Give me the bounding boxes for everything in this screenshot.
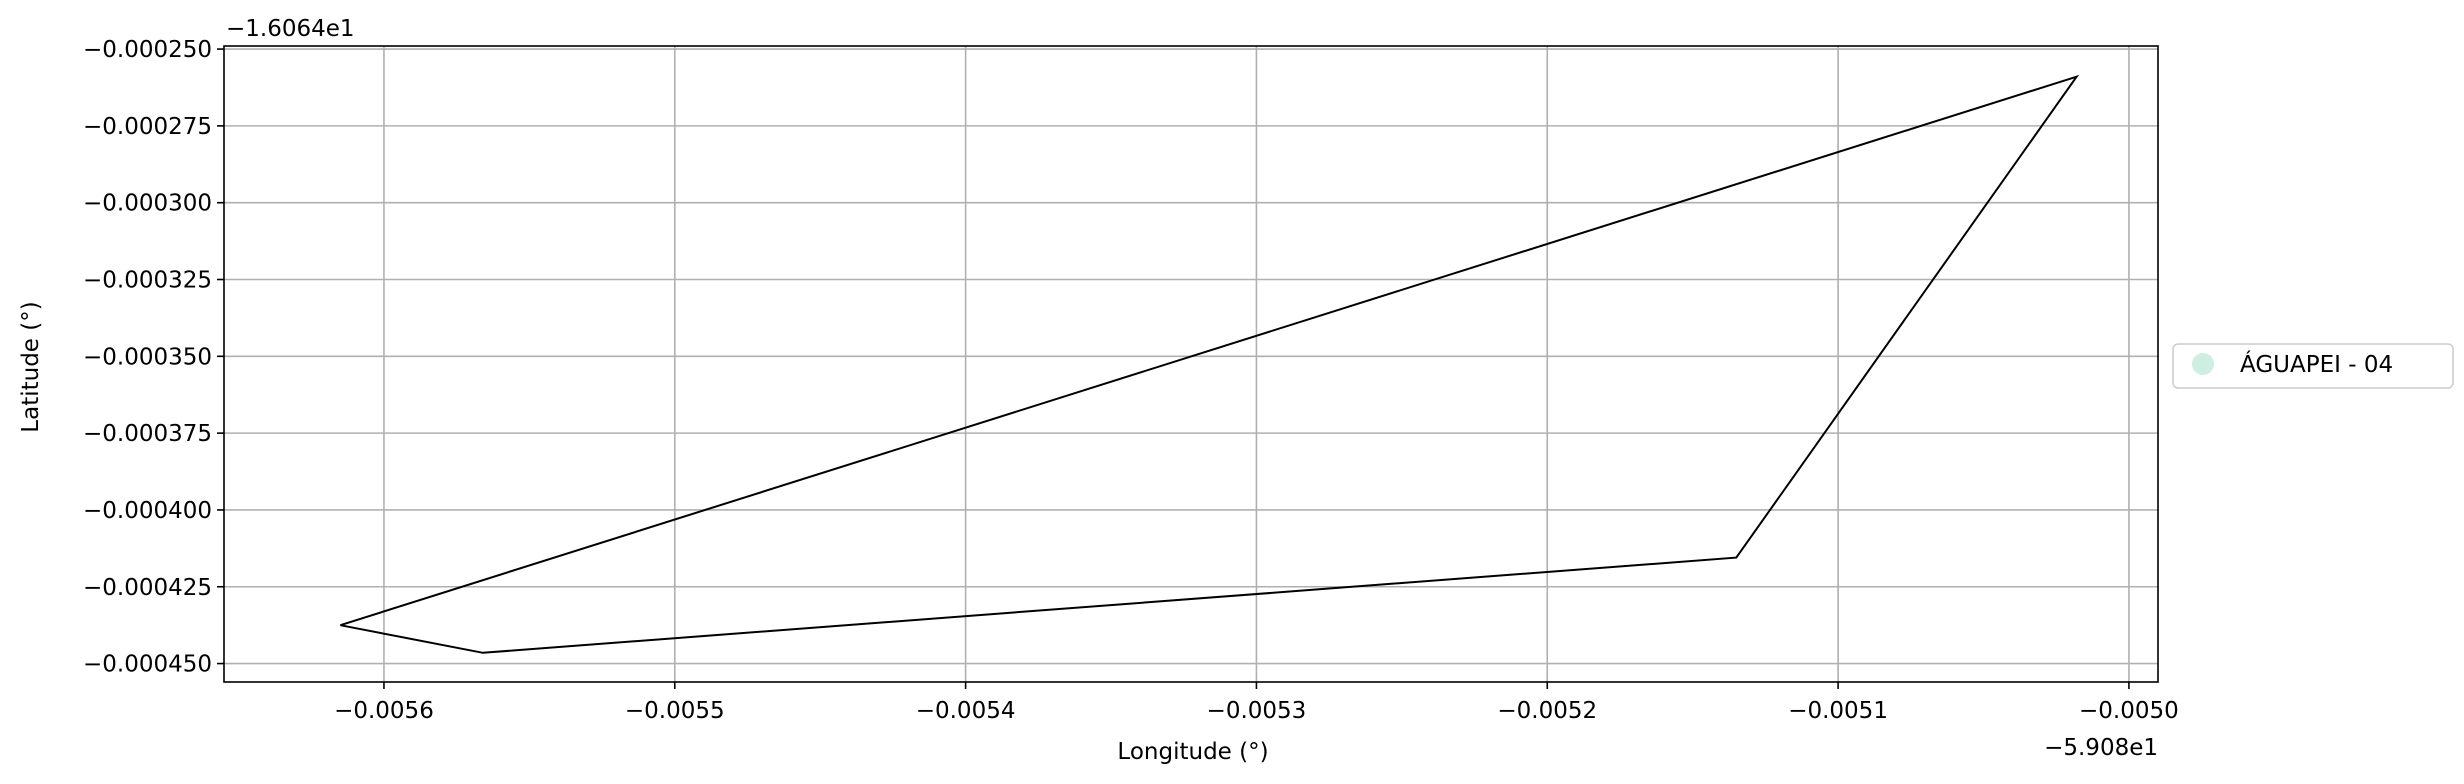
x-tick-label: −0.0052 xyxy=(1497,698,1597,724)
x-tick-label: −0.0056 xyxy=(334,698,434,724)
y-tick-label: −0.000450 xyxy=(83,652,212,678)
y-tick-label: −0.000325 xyxy=(83,268,212,294)
x-tick-label: −0.0050 xyxy=(2079,698,2179,724)
y-tick-label: −0.000275 xyxy=(83,114,212,140)
y-axis-label: Latitude (°) xyxy=(18,301,44,432)
plot-frame xyxy=(223,45,2159,683)
y-offset-label: −1.6064e1 xyxy=(226,16,355,42)
y-tick-label: −0.000400 xyxy=(83,498,212,524)
x-tick-label: −0.0051 xyxy=(1788,698,1888,724)
series-layer xyxy=(339,74,2080,654)
x-tick-label: −0.0053 xyxy=(1207,698,1307,724)
y-tick-label: −0.000425 xyxy=(83,575,212,601)
y-tick-label: −0.000375 xyxy=(83,421,212,447)
grid xyxy=(224,46,2158,682)
x-offset-label: −5.908e1 xyxy=(2044,735,2158,761)
y-tick-label: −0.000250 xyxy=(83,37,212,63)
legend: ÁGUAPEI - 04 xyxy=(2172,343,2454,389)
series-polygon xyxy=(339,74,2080,654)
y-tick-label: −0.000350 xyxy=(83,344,212,370)
x-tick-label: −0.0055 xyxy=(625,698,725,724)
legend-label: ÁGUAPEI - 04 xyxy=(2240,350,2393,378)
legend-box xyxy=(2172,343,2454,389)
x-axis: −0.0056 −0.0055 −0.0054 −0.0053 −0.0052 −0.00… xyxy=(334,682,2179,724)
y-tick-label: −0.000300 xyxy=(83,191,212,217)
legend-marker xyxy=(2192,353,2214,375)
x-tick-label: −0.0054 xyxy=(916,698,1016,724)
y-axis: −0.000250 −0.000275 −0.000300 −0.000325 −0.0… xyxy=(83,37,224,678)
x-axis-label: Longitude (°) xyxy=(1117,739,1268,765)
